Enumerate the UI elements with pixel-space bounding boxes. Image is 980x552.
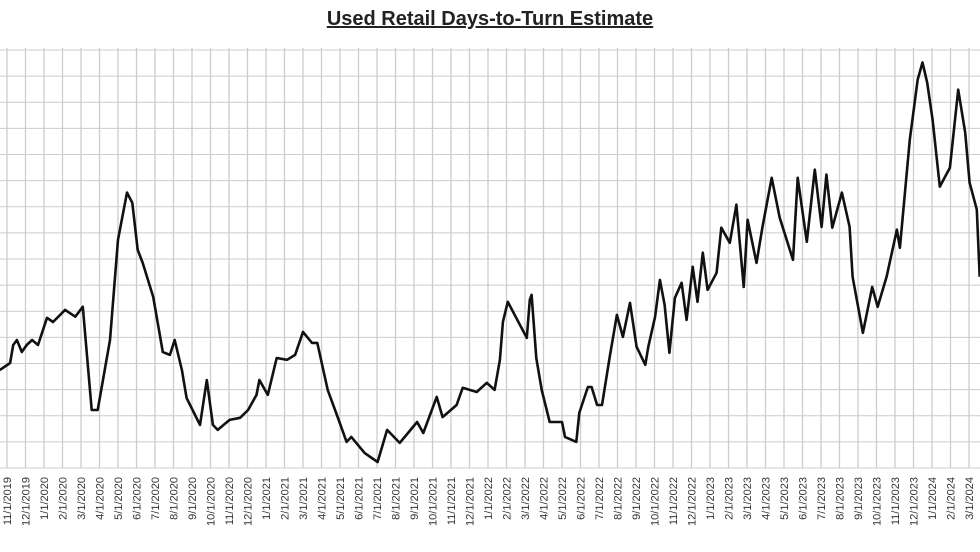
- x-tick-label: 1/1/2020: [39, 477, 51, 520]
- x-tick-label: 7/1/2021: [372, 477, 384, 520]
- x-tick-label: 2/1/2023: [724, 477, 736, 520]
- x-tick-label: 8/1/2022: [613, 477, 625, 520]
- x-tick-label: 7/1/2023: [816, 477, 828, 520]
- x-tick-label: 1/1/2021: [261, 477, 273, 520]
- x-tick-label: 5/1/2023: [779, 477, 791, 520]
- x-tick-label: 9/1/2020: [187, 477, 199, 520]
- x-tick-label: 3/1/2023: [742, 477, 754, 520]
- x-tick-label: 2/1/2022: [502, 477, 514, 520]
- x-tick-label: 6/1/2020: [132, 477, 144, 520]
- x-tick-label: 2/1/2021: [280, 477, 292, 520]
- x-tick-label: 8/1/2023: [835, 477, 847, 520]
- x-tick-label: 5/1/2021: [335, 477, 347, 520]
- x-tick-label: 9/1/2021: [409, 477, 421, 520]
- x-tick-label: 1/1/2024: [927, 477, 939, 520]
- x-tick-label: 6/1/2023: [798, 477, 810, 520]
- chart-title: Used Retail Days-to-Turn Estimate: [326, 8, 654, 30]
- x-tick-label: 11/1/2021: [446, 477, 458, 525]
- x-tick-label: 2/1/2020: [58, 477, 70, 520]
- grid: [0, 48, 980, 469]
- x-tick-label: 10/1/2020: [206, 477, 218, 526]
- x-tick-label: 10/1/2021: [428, 477, 440, 526]
- x-tick-label: 12/1/2021: [465, 477, 477, 526]
- x-tick-label: 9/1/2022: [631, 477, 643, 520]
- x-tick-label: 4/1/2022: [539, 477, 551, 520]
- x-tick-label: 1/1/2022: [483, 477, 495, 520]
- x-tick-label: 10/1/2023: [872, 477, 884, 526]
- x-tick-label: 11/1/2022: [668, 477, 680, 525]
- x-tick-label: 3/1/2021: [298, 477, 310, 520]
- x-tick-label: 3/1/2022: [520, 477, 532, 520]
- x-tick-label: 6/1/2022: [576, 477, 588, 520]
- x-tick-label: 5/1/2022: [557, 477, 569, 520]
- x-tick-label: 5/1/2020: [113, 477, 125, 520]
- series-line: [0, 61, 980, 464]
- x-tick-label: 11/1/2020: [224, 477, 236, 525]
- x-tick-label: 12/1/2023: [909, 477, 921, 526]
- x-tick-label: 4/1/2020: [95, 477, 107, 520]
- x-tick-label: 2/1/2024: [946, 477, 958, 520]
- x-tick-label: 11/1/2023: [890, 477, 902, 525]
- x-tick-label: 4/1/2021: [317, 477, 329, 520]
- x-tick-label: 1/1/2023: [705, 477, 717, 520]
- x-tick-label: 11/1/2019: [2, 477, 14, 525]
- x-tick-label: 3/1/2020: [76, 477, 88, 520]
- x-tick-label: 12/1/2022: [687, 477, 699, 526]
- x-tick-labels: 11/1/2019 12/1/2019 1/1/2020 2/1/2020 3/1/20…: [2, 477, 976, 526]
- x-tick-label: 6/1/2021: [354, 477, 366, 520]
- x-tick-label: 7/1/2020: [150, 477, 162, 520]
- x-tick-label: 12/1/2020: [243, 477, 255, 526]
- x-tick-label: 9/1/2023: [853, 477, 865, 520]
- x-tick-label: 8/1/2021: [391, 477, 403, 520]
- x-tick-label: 12/1/2019: [21, 477, 33, 526]
- x-tick-label: 10/1/2022: [650, 477, 662, 526]
- x-tick-label: 7/1/2022: [594, 477, 606, 520]
- x-tick-label: 4/1/2023: [761, 477, 773, 520]
- x-tick-label: 8/1/2020: [169, 477, 181, 520]
- x-tick-label: 3/1/2024: [964, 477, 976, 520]
